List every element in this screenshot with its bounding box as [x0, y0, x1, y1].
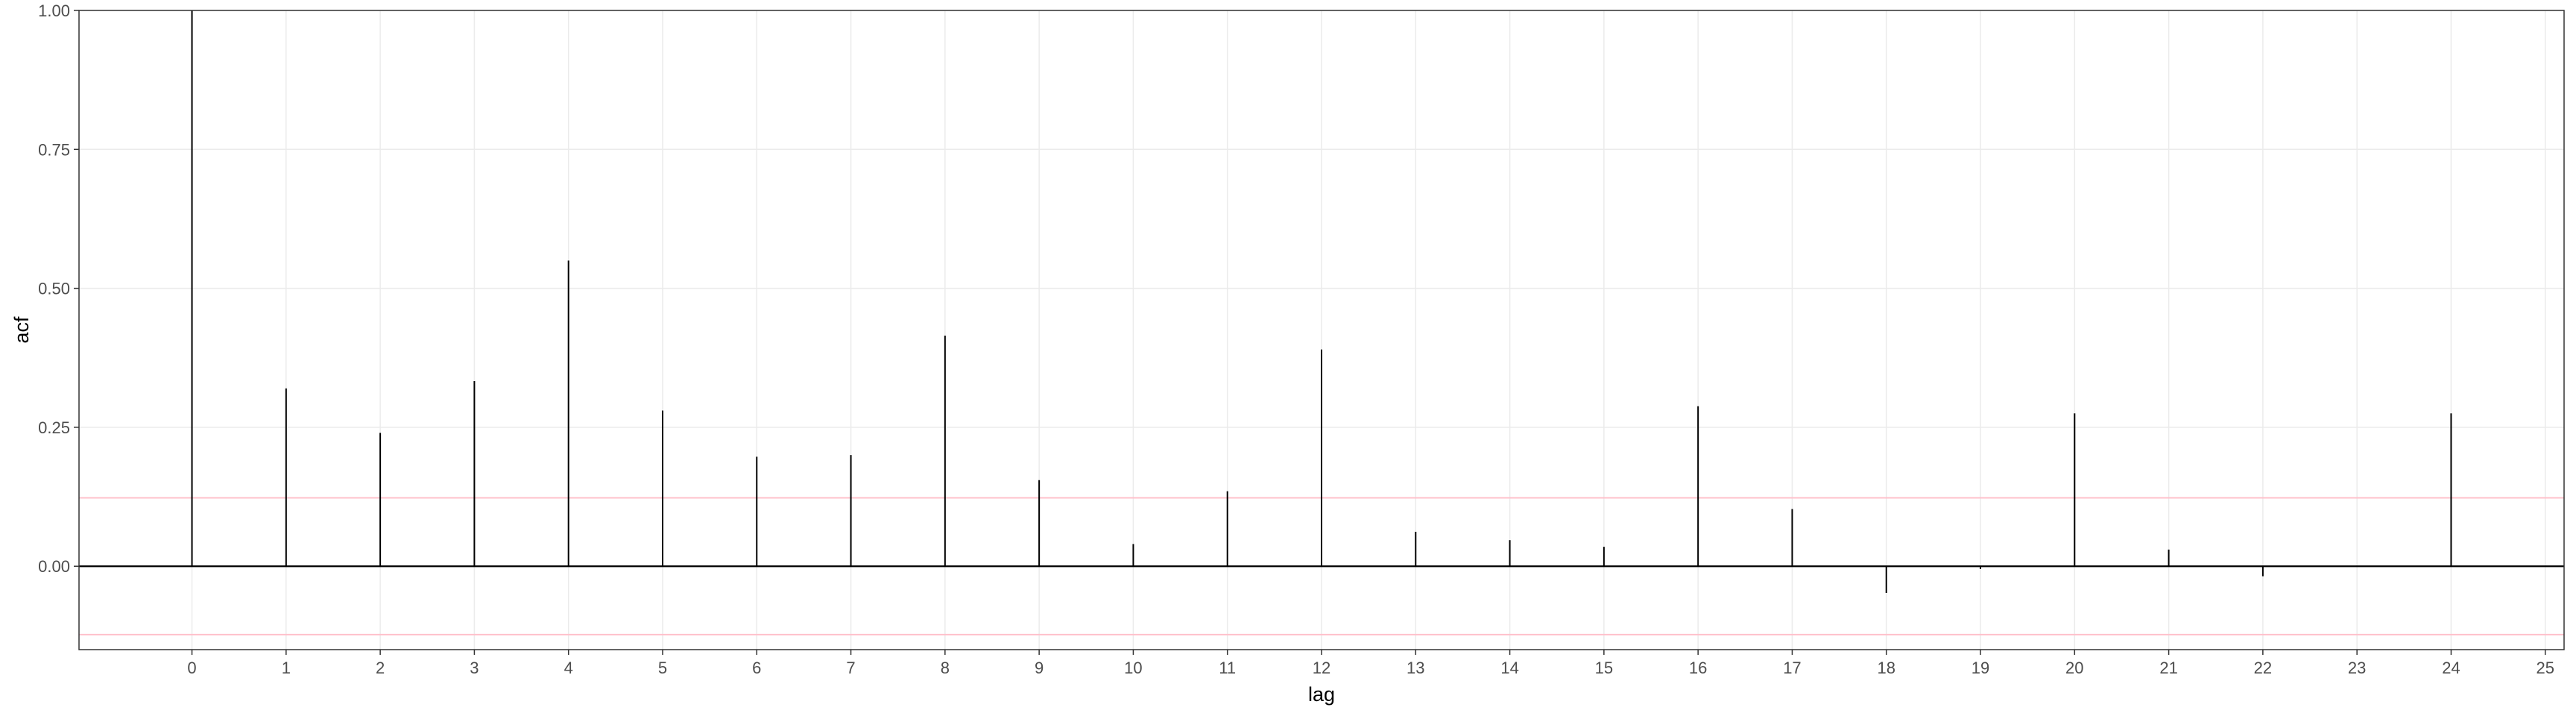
x-tick-label: 13: [1407, 659, 1424, 677]
x-tick-label: 23: [2348, 659, 2366, 677]
x-axis-title: lag: [1308, 683, 1335, 706]
y-tick-label: 0.75: [38, 140, 70, 159]
x-tick-label: 19: [1972, 659, 1989, 677]
y-tick-label: 0.25: [38, 418, 70, 437]
x-tick-label: 8: [941, 659, 950, 677]
acf-bars: [191, 10, 2452, 593]
x-tick-label: 24: [2442, 659, 2460, 677]
x-tick-label: 1: [282, 659, 291, 677]
x-tick-label: 2: [376, 659, 385, 677]
x-tick-label: 10: [1124, 659, 1142, 677]
x-tick-label: 25: [2536, 659, 2554, 677]
x-tick-label: 17: [1783, 659, 1801, 677]
x-tick-label: 9: [1035, 659, 1044, 677]
x-tick-label: 0: [187, 659, 196, 677]
x-tick-label: 7: [846, 659, 855, 677]
x-tick-label: 16: [1689, 659, 1707, 677]
x-tick-label: 20: [2065, 659, 2083, 677]
x-tick-label: 21: [2159, 659, 2177, 677]
x-tick-label: 6: [752, 659, 761, 677]
x-tick-label: 11: [1219, 659, 1236, 677]
x-tick-label: 12: [1313, 659, 1330, 677]
x-tick-label: 15: [1595, 659, 1613, 677]
y-axis-title: acf: [10, 316, 33, 344]
x-tick-label: 14: [1500, 659, 1518, 677]
y-tick-label: 1.00: [38, 1, 70, 20]
x-axis-ticks: 0 1 2 3 4 5 6 7 8 9 10 11 12 13 14 15 16 17 18 19 20 21 22 23 24…: [187, 650, 2554, 677]
x-tick-label: 18: [1877, 659, 1895, 677]
x-tick-label: 22: [2254, 659, 2272, 677]
y-axis-ticks: 0.00 0.25 0.50 0.75 1.00: [38, 1, 79, 576]
y-tick-label: 0.00: [38, 557, 70, 576]
x-tick-label: 4: [564, 659, 573, 677]
x-tick-label: 3: [470, 659, 479, 677]
x-tick-label: 5: [658, 659, 667, 677]
y-tick-label: 0.50: [38, 280, 70, 298]
